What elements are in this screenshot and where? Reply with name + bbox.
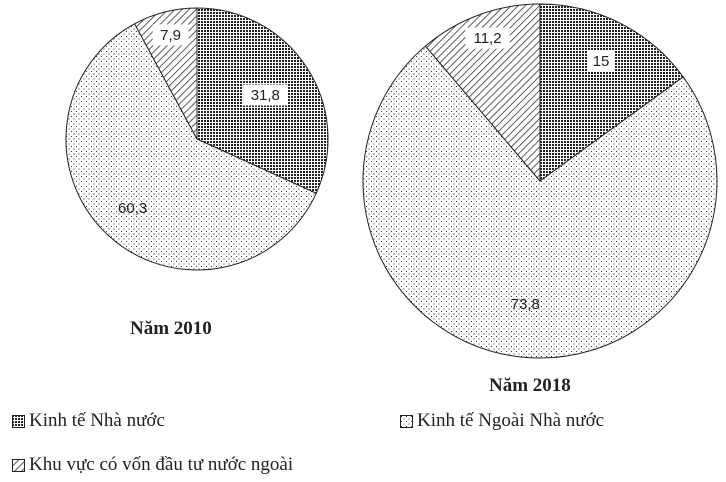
slice-label-2018-state: 15: [593, 53, 610, 70]
slice-label-bg-2018-fdi: [465, 27, 510, 49]
slice-label-2018-fdi: 11,2: [473, 30, 501, 47]
legend-item-state: Kinh tế Nhà nước: [12, 410, 165, 432]
pie-slice-2018-state: [539, 3, 684, 182]
pie-slice-2018-nonstate: [362, 45, 718, 359]
legend-label-fdi: Khu vực có vốn đầu tư nước ngoài: [29, 454, 294, 475]
legend-label-state: Kinh tế Nhà nước: [29, 410, 165, 431]
slice-label-2010-fdi: 7,9: [160, 27, 181, 44]
legend-item-nonstate: Kinh tế Ngoài Nhà nước: [400, 410, 604, 432]
slice-label-bg-2010-state: [243, 84, 288, 106]
chart-title-2018: Năm 2018: [489, 375, 571, 396]
legend-swatch-dark-dots: [12, 414, 25, 428]
legend-swatch-hatch: [12, 458, 25, 472]
legend-label-nonstate: Kinh tế Ngoài Nhà nước: [417, 410, 605, 431]
slice-label-2010-state: 31,8: [251, 87, 280, 104]
slice-label-bg-2018-state: [587, 50, 615, 72]
chart-title-2010: Năm 2010: [130, 318, 212, 339]
slice-label-bg-2010-fdi: [152, 24, 189, 46]
legend-swatch-light-dots: [400, 414, 413, 428]
pie-slice-2018-fdi: [424, 3, 541, 183]
legend-item-fdi: Khu vực có vốn đầu tư nước ngoài: [12, 454, 293, 476]
slice-label-2018-nonstate: 73,8: [511, 296, 540, 313]
slice-label-2010-nonstate: 60,3: [118, 200, 147, 217]
pie-slice-2010-nonstate: [65, 23, 317, 271]
